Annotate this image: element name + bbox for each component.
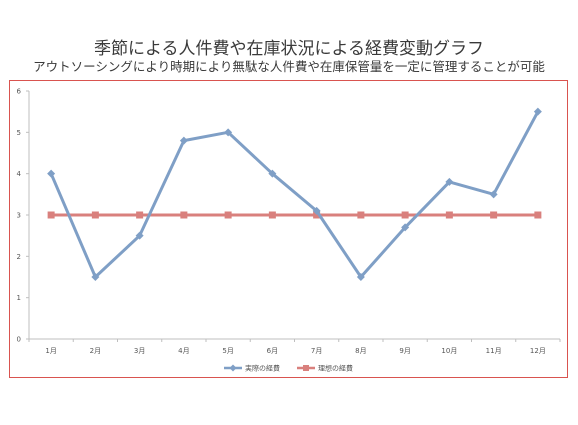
data-point-square	[136, 211, 144, 219]
y-tick-label: 0	[17, 336, 21, 344]
y-tick-label: 4	[17, 170, 22, 178]
chart-frame	[9, 80, 568, 378]
data-point-diamond	[445, 177, 454, 186]
data-point-diamond	[312, 206, 321, 215]
y-tick-label: 2	[17, 253, 21, 261]
data-point-diamond	[47, 169, 56, 178]
data-point-diamond	[489, 190, 498, 199]
x-tick-label: 7月	[311, 347, 322, 355]
data-point-square	[180, 211, 188, 219]
x-tick-label: 3月	[134, 347, 145, 355]
data-point-square	[268, 211, 276, 219]
series-line-1	[49, 110, 540, 279]
data-point-diamond	[356, 273, 365, 281]
x-tick-label: 9月	[399, 347, 410, 355]
data-point-square	[490, 211, 498, 219]
data-point-square	[91, 211, 99, 219]
x-tick-label: 12月	[530, 347, 546, 355]
data-point-square	[534, 211, 542, 219]
y-tick-label: 5	[17, 129, 21, 137]
data-point-diamond	[179, 136, 188, 145]
chart-subtitle: アウトソーシングにより時期により無駄な人件費や在庫保管量を一定に管理することが可…	[33, 59, 545, 74]
data-point-square	[401, 211, 409, 219]
chart-title: 季節による人件費や在庫状況による経費変動グラフ	[94, 39, 484, 59]
data-point-diamond	[401, 223, 410, 232]
y-tick-label: 1	[17, 294, 21, 302]
data-point-square	[357, 211, 365, 219]
legend-label-1: 実際の経費	[245, 364, 280, 373]
y-tick-label: 3	[17, 212, 21, 220]
x-tick-label: 5月	[222, 347, 233, 355]
data-point-diamond	[91, 273, 100, 281]
x-tick-label: 8月	[355, 347, 366, 355]
data-point-diamond	[224, 128, 233, 137]
data-point-square	[224, 211, 232, 219]
x-tick-label: 2月	[90, 347, 101, 355]
data-point-diamond	[268, 169, 277, 178]
data-point-square	[313, 211, 321, 219]
data-point-diamond	[533, 107, 542, 116]
x-tick-label: 4月	[178, 347, 189, 355]
data-point-square	[47, 211, 55, 219]
x-tick-label: 6月	[267, 347, 278, 355]
data-point-square	[445, 211, 453, 219]
y-tick-label: 6	[17, 88, 22, 96]
x-tick-label: 11月	[486, 347, 502, 355]
data-point-diamond	[135, 231, 144, 240]
x-tick-label: 1月	[45, 347, 56, 355]
x-tick-label: 10月	[441, 347, 457, 355]
legend-marker-diamond	[229, 364, 237, 372]
legend-label-2: 理想の経費	[318, 364, 353, 373]
legend-marker-square	[303, 365, 309, 371]
